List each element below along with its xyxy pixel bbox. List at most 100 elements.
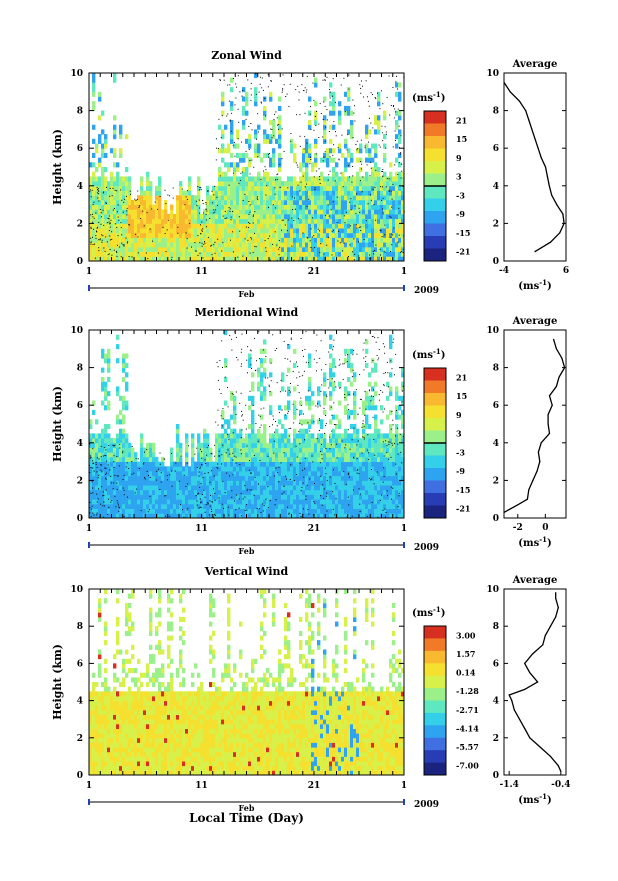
heatmap-cell (230, 457, 233, 462)
heatmap-cell (170, 495, 173, 500)
contour-dot (215, 253, 216, 254)
heatmap-cell (266, 139, 269, 144)
heatmap-cell (182, 485, 185, 490)
heatmap-cell (257, 247, 260, 252)
contour-dot (239, 216, 240, 217)
heatmap-cell (359, 144, 362, 149)
heatmap-cell (98, 228, 101, 233)
heatmap-cell (137, 247, 140, 252)
heatmap-cell (134, 495, 137, 500)
heatmap-cell (281, 499, 284, 504)
heatmap-cell (113, 438, 116, 443)
colorbar-label: -21 (456, 247, 470, 257)
heatmap-cell (239, 195, 242, 200)
heatmap-cell (131, 238, 134, 243)
heatmap-cell (149, 209, 152, 214)
heatmap-cell (131, 205, 134, 210)
heatmap-cell (377, 92, 380, 97)
heatmap-cell (146, 233, 149, 238)
heatmap-cell (140, 186, 143, 191)
heatmap-cell (290, 443, 293, 448)
heatmap-cell (200, 504, 203, 509)
heatmap-cell (377, 209, 380, 214)
heatmap-cell (122, 476, 125, 481)
heatmap-cell (350, 186, 353, 191)
heatmap-cell (287, 480, 290, 485)
contour-dot (304, 90, 305, 91)
heatmap-cell (362, 462, 365, 467)
contour-dot (338, 147, 339, 148)
heatmap-cell (230, 106, 233, 111)
contour-dot (201, 222, 202, 223)
heatmap-cell (305, 153, 308, 158)
heatmap-cell (338, 181, 341, 186)
heatmap-cell (356, 214, 359, 219)
heatmap-cell (140, 233, 143, 238)
heatmap-cell (101, 223, 104, 228)
heatmap-cell (305, 167, 308, 172)
contour-dot (328, 237, 329, 238)
heatmap-cell (326, 238, 329, 243)
heatmap-cell (110, 457, 113, 462)
heatmap-cell (89, 209, 92, 214)
heatmap-cell (119, 495, 122, 500)
heatmap-cell (365, 490, 368, 495)
contour-dot (142, 211, 143, 212)
contour-dot (103, 192, 104, 193)
contour-dot (236, 87, 237, 88)
heatmap-cell (197, 176, 200, 181)
heatmap-cell (257, 499, 260, 504)
heatmap-cell (332, 471, 335, 476)
heatmap-cell (209, 490, 212, 495)
heatmap-cell (290, 457, 293, 462)
heatmap-cell (287, 368, 290, 373)
heatmap-cell (104, 139, 107, 144)
heatmap-cell (296, 438, 299, 443)
heatmap-cell (218, 433, 221, 438)
contour-dot (391, 244, 392, 245)
heatmap-cell (272, 462, 275, 467)
heatmap-cell (173, 219, 176, 224)
heatmap-cell (305, 429, 308, 434)
heatmap-cell (248, 228, 251, 233)
heatmap-cell (287, 485, 290, 490)
heatmap-cell (290, 191, 293, 196)
heatmap-cell (317, 238, 320, 243)
heatmap-cell (239, 443, 242, 448)
heatmap-cell (242, 97, 245, 102)
contour-dot (307, 143, 308, 144)
heatmap-cell (308, 485, 311, 490)
heatmap-cell (152, 214, 155, 219)
heatmap-cell (95, 448, 98, 453)
heatmap-cell (278, 205, 281, 210)
heatmap-cell (170, 509, 173, 514)
contour-dot (110, 223, 111, 224)
heatmap-cell (290, 476, 293, 481)
heatmap-cell (350, 252, 353, 257)
heatmap-cell (110, 485, 113, 490)
contour-dot (96, 238, 97, 239)
contour-dot (265, 240, 266, 241)
heatmap-cell (377, 252, 380, 257)
heatmap-cell (281, 495, 284, 500)
contour-dot (146, 253, 147, 254)
heatmap-cell (383, 238, 386, 243)
heatmap-cell (218, 167, 221, 172)
heatmap-cell (251, 509, 254, 514)
heatmap-cell (134, 233, 137, 238)
contour-dot (310, 106, 311, 107)
contour-dot (310, 157, 311, 158)
heatmap-cell (260, 448, 263, 453)
heatmap-cell (179, 476, 182, 481)
heatmap-cell (218, 462, 221, 467)
heatmap-cell (182, 223, 185, 228)
heatmap-cell (146, 495, 149, 500)
contour-dot (268, 154, 269, 155)
heatmap-cell (305, 457, 308, 462)
heatmap-cell (209, 233, 212, 238)
contour-dot (349, 176, 350, 177)
heatmap-cell (239, 480, 242, 485)
heatmap-cell (332, 111, 335, 116)
contour-dot (206, 204, 207, 205)
heatmap-cell (314, 238, 317, 243)
